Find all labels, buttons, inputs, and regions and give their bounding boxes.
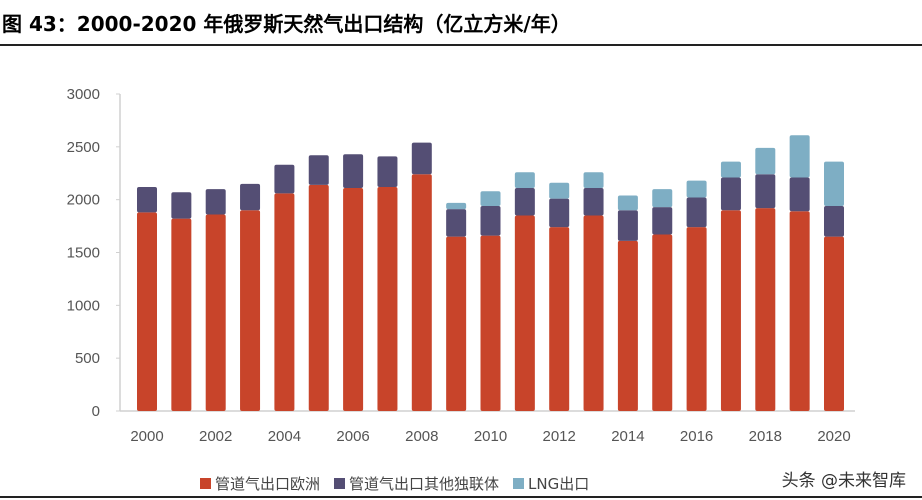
y-tick-label: 2500	[67, 139, 100, 156]
bar-2010-series-0	[480, 235, 501, 411]
legend-item: 管道气出口欧洲	[200, 473, 320, 494]
bar-2009-series-2	[446, 202, 467, 210]
x-tick-label: 2004	[268, 428, 301, 445]
bar-2010-series-2	[480, 191, 501, 207]
bar-2017-series-1	[720, 177, 741, 211]
figure-title: 图 43：2000-2020 年俄罗斯天然气出口结构（亿立方米/年）	[2, 12, 571, 36]
bar-2016-series-1	[686, 197, 707, 228]
bar-2005-series-1	[308, 155, 329, 185]
bar-2017-series-2	[720, 161, 741, 178]
legend-swatch	[513, 478, 525, 489]
legend-label: 管道气出口欧洲	[215, 475, 321, 493]
bar-2001-series-0	[171, 218, 192, 411]
bar-2000-series-0	[137, 212, 157, 411]
bar-2012-series-2	[549, 182, 570, 199]
bar-2007-series-0	[377, 186, 398, 411]
y-tick-label: 1500	[67, 245, 100, 262]
bar-2005-series-0	[308, 184, 329, 411]
x-tick-label: 2012	[543, 428, 576, 445]
watermark: 头条 @未来智库	[781, 471, 906, 491]
bar-2020-series-2	[824, 161, 844, 207]
bar-2012-series-0	[549, 227, 570, 411]
legend-item: LNG出口	[513, 473, 589, 494]
y-tick-label: 2000	[67, 192, 100, 209]
bar-2013-series-0	[583, 215, 604, 411]
x-tick-label: 2010	[474, 428, 507, 445]
bar-2003-series-0	[240, 210, 261, 411]
x-tick-label: 2002	[199, 428, 232, 445]
title-divider	[0, 44, 922, 46]
bar-2015-series-1	[652, 207, 673, 235]
x-tick-label: 2000	[130, 428, 163, 445]
bar-2000-series-1	[137, 186, 157, 213]
bar-2017-series-0	[720, 210, 741, 411]
bar-2015-series-2	[652, 189, 673, 208]
bar-2012-series-1	[549, 198, 570, 228]
bar-2006-series-1	[343, 154, 364, 189]
x-tick-label: 2008	[405, 428, 438, 445]
bar-2002-series-1	[205, 189, 226, 215]
y-tick-label: 0	[92, 403, 100, 420]
bar-2018-series-2	[755, 147, 776, 175]
bottom-divider	[0, 496, 922, 498]
x-tick-label: 2018	[749, 428, 782, 445]
legend-label: LNG出口	[528, 475, 590, 493]
bar-2019-series-1	[789, 177, 810, 212]
x-tick-label: 2020	[817, 428, 850, 445]
bar-2008-series-0	[411, 174, 432, 411]
bar-2004-series-0	[274, 193, 295, 411]
bar-2019-series-2	[789, 135, 810, 178]
x-tick-label: 2006	[336, 428, 369, 445]
bar-2018-series-0	[755, 208, 776, 411]
y-tick-label: 3000	[67, 86, 100, 103]
bar-2019-series-0	[789, 211, 810, 411]
x-tick-label: 2016	[680, 428, 713, 445]
bar-2014-series-1	[617, 210, 638, 241]
bar-2006-series-0	[343, 188, 364, 411]
bar-2003-series-1	[240, 183, 261, 211]
bar-2015-series-0	[652, 234, 673, 411]
legend-item: 管道气出口其他独联体	[334, 473, 499, 494]
x-tick-label: 2014	[611, 428, 644, 445]
bar-2009-series-0	[446, 236, 467, 411]
bar-2018-series-1	[755, 174, 776, 209]
y-tick-label: 500	[75, 350, 100, 367]
bar-2011-series-0	[514, 215, 535, 411]
bar-2007-series-1	[377, 156, 398, 187]
bar-2011-series-1	[514, 188, 535, 216]
bar-2002-series-0	[205, 214, 226, 411]
bar-2014-series-0	[617, 240, 638, 411]
bar-2014-series-2	[617, 195, 638, 211]
legend-swatch	[200, 478, 211, 489]
bar-2009-series-1	[446, 209, 467, 237]
bar-2016-series-2	[686, 180, 707, 198]
legend-label: 管道气出口其他独联体	[349, 475, 500, 493]
bar-2004-series-1	[274, 164, 295, 194]
bar-2020-series-1	[824, 206, 844, 237]
bar-2001-series-1	[171, 192, 192, 219]
bar-2008-series-1	[411, 142, 432, 175]
y-tick-label: 1000	[67, 297, 100, 314]
legend-swatch	[334, 478, 346, 489]
bar-2011-series-2	[514, 172, 535, 189]
bar-2010-series-1	[480, 206, 501, 236]
bar-2013-series-2	[583, 172, 604, 189]
bar-2016-series-0	[686, 227, 707, 411]
bar-2013-series-1	[583, 188, 604, 216]
stacked-bar-chart: 0 500 1000 1500 2000 2500 3000 2000 2002 2004 2006…	[67, 86, 855, 445]
bar-2020-series-0	[824, 236, 844, 411]
legend: 管道气出口欧洲 管道气出口其他独联体 LNG出口	[200, 473, 589, 494]
